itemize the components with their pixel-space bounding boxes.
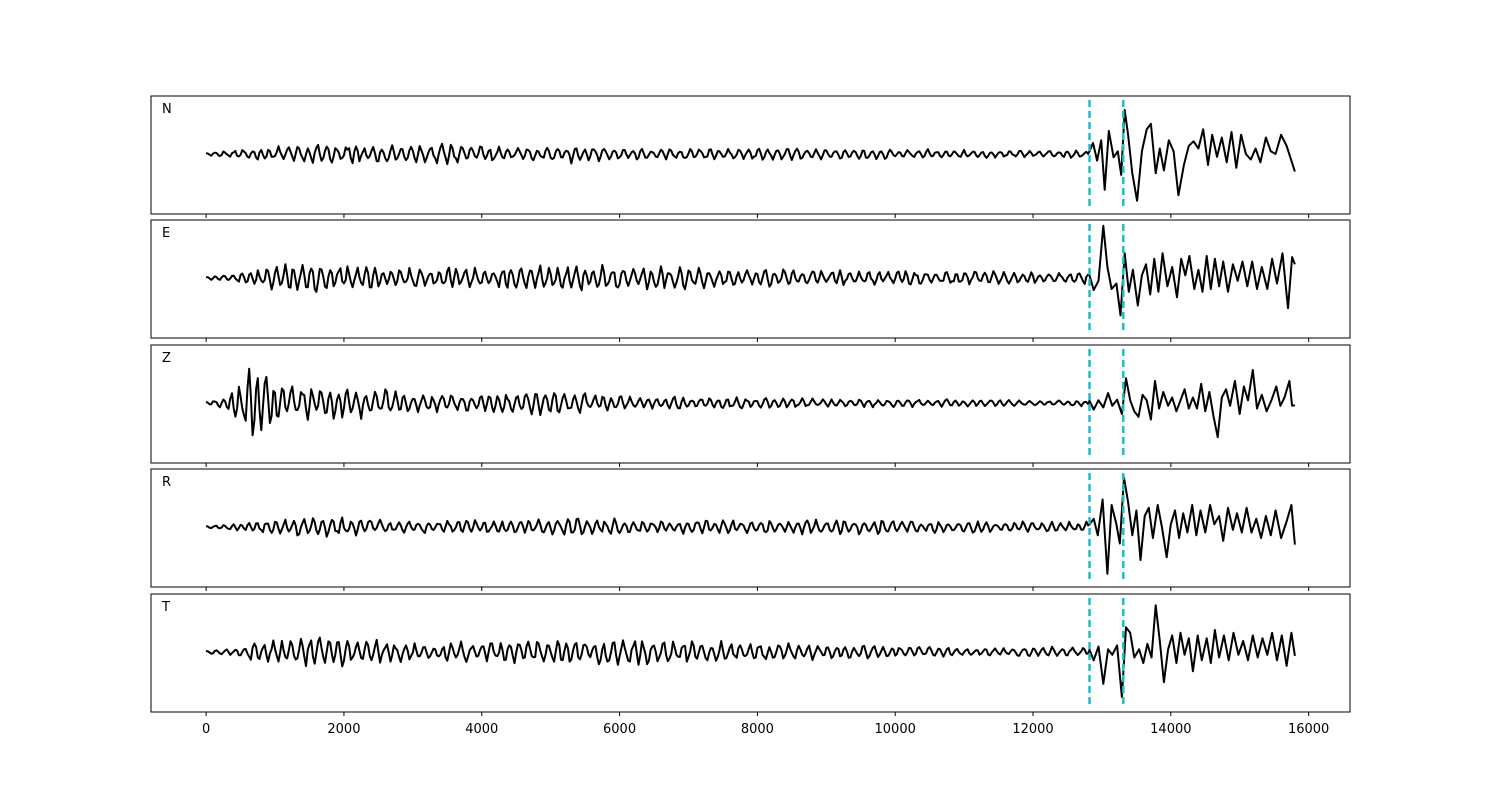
waveform-z: [205, 367, 1296, 439]
panel-frame: [150, 593, 1351, 713]
panel-e: E: [150, 219, 1351, 342]
x-tick-label: 12000: [1012, 722, 1053, 737]
panel-frame: [150, 219, 1351, 339]
x-tick-label: 6000: [603, 722, 636, 737]
panel-z: Z: [150, 344, 1351, 467]
panel-frame: [150, 95, 1351, 215]
trace-panels: N E Z R T: [150, 95, 1351, 716]
waveform-n: [205, 109, 1296, 202]
x-tick-label: 16000: [1288, 722, 1329, 737]
panel-frame: [150, 468, 1351, 588]
x-tick-label: 14000: [1150, 722, 1191, 737]
x-tick-label: 0: [202, 722, 210, 737]
waveform-e: [206, 224, 1296, 317]
x-tick-label: 4000: [465, 722, 498, 737]
x-tick-label: 10000: [875, 722, 916, 737]
x-tick-label: 8000: [741, 722, 774, 737]
panel-frame: [150, 344, 1351, 464]
channel-label: T: [161, 600, 170, 615]
waveform-t: [205, 604, 1296, 699]
panel-r: R: [150, 468, 1351, 591]
channel-label: Z: [162, 351, 171, 366]
panel-t: T: [150, 593, 1351, 716]
channel-label: N: [162, 102, 172, 117]
channel-label: R: [162, 475, 171, 490]
x-tick-label: 2000: [327, 722, 360, 737]
x-axis: 0 2000 4000 6000 8000 10000 12000 14000 16000: [202, 722, 1329, 737]
waveform-r: [205, 476, 1296, 575]
panel-n: N: [150, 95, 1351, 218]
channel-label: E: [162, 226, 170, 241]
